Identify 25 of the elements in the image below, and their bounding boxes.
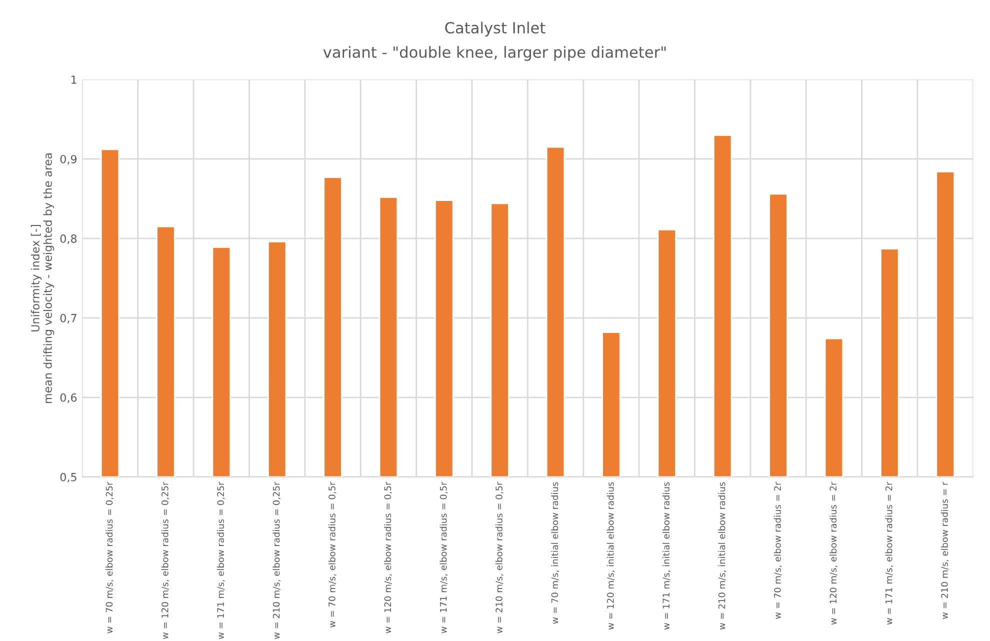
x-tick-label: w = 171 m/s, initial elbow radius (662, 482, 670, 630)
y-tick-label: 0,9 (60, 154, 77, 164)
x-tick-label: w = 70 m/s, initial elbow radius (551, 482, 560, 624)
y-tick-label: 1 (71, 76, 76, 84)
y-tick-label: 0,5 (60, 472, 76, 482)
chart-subtitle: variant - "double knee, larger pipe diameter" (323, 46, 666, 61)
x-tick-label: w = 210 m/s, elbow radius = 0,5r (495, 482, 504, 634)
x-tick-label: w = 120 m/s, elbow radius = 0,5r (384, 482, 392, 634)
x-tick-label: w = 120 m/s, elbow radius = 2r (830, 482, 838, 625)
y-tick-label: 0,7 (60, 314, 76, 324)
y-axis-title: Uniformity index [-] mean drifting velocity - weighted by the area (30, 153, 54, 403)
x-tick-label: w = 210 m/s, initial elbow radius (718, 482, 726, 630)
chart-title: Catalyst Inlet (445, 22, 546, 37)
x-tick-label: w = 120 m/s, elbow radius = 0,25r (161, 482, 170, 640)
x-tick-label: w = 171 m/s, elbow radius = 0,25r (217, 482, 225, 640)
x-tick-label: w = 210 m/s, elbow radius = 0,25r (272, 482, 281, 640)
x-tick-label: w = 70 m/s, elbow radius = 0,25r (106, 482, 114, 634)
x-tick-label: w = 210 m/s, elbow radius = r (940, 482, 949, 619)
x-tick-label: w = 171 m/s, elbow radius = 0,5r (440, 482, 448, 634)
x-tick-label: w = 70 m/s, elbow radius = 0,5r (328, 482, 336, 628)
y-tick-label: 0,6 (60, 393, 77, 403)
y-tick-label: 0,8 (60, 234, 77, 244)
x-tick-label: w = 171 m/s, elbow radius = 2r (885, 482, 894, 625)
x-tick-label: w = 120 m/s, initial elbow radius (606, 482, 615, 630)
x-tick-label: w = 70 m/s, elbow radius = 2r (774, 482, 782, 619)
